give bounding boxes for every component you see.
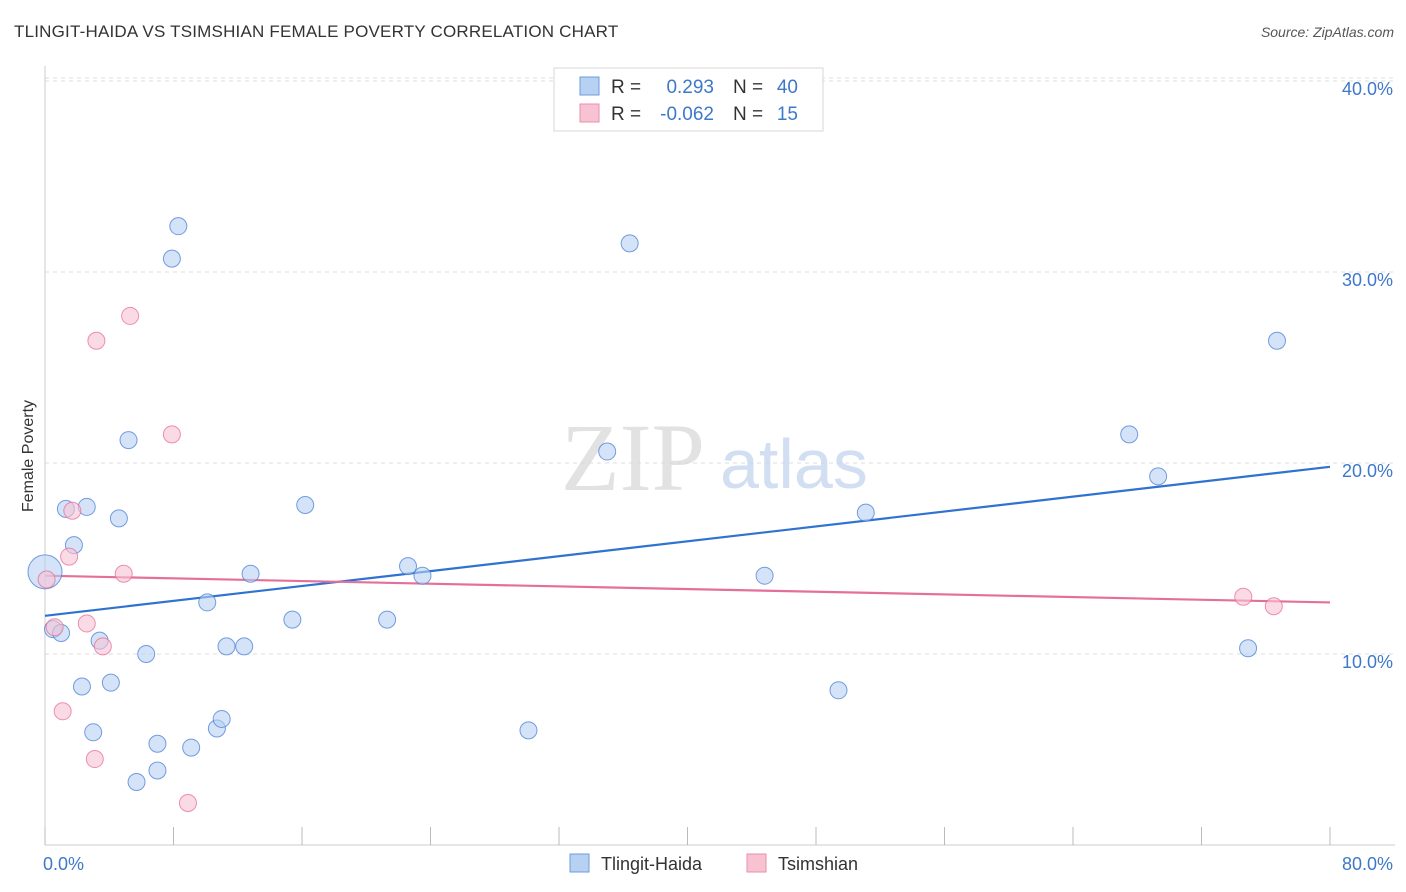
- correlation-legend: R = 0.293 N = 40 R = -0.062 N = 15: [553, 67, 824, 132]
- trend-line-tlingit-haida: [44, 465, 1331, 617]
- point-tlingit-haida-7: [84, 723, 103, 742]
- point-tlingit-haida-9: [101, 673, 120, 692]
- point-tlingit-haida-31: [598, 442, 617, 461]
- point-tsimshian-10: [121, 306, 140, 325]
- point-tsimshian-9: [114, 564, 133, 583]
- point-tsimshian-13: [1234, 587, 1253, 606]
- point-tlingit-haida-23: [235, 637, 254, 656]
- legend-n-value-1: 40: [777, 77, 798, 98]
- point-tlingit-haida-33: [755, 566, 774, 585]
- point-tsimshian-8: [93, 637, 112, 656]
- point-tlingit-haida-29: [413, 566, 432, 585]
- point-tlingit-haida-15: [148, 761, 167, 780]
- point-tlingit-haida-13: [137, 645, 156, 663]
- point-tlingit-haida-30: [519, 721, 538, 740]
- x-tick-label-min: 0.0%: [43, 854, 84, 874]
- legend-r-label-1: R =: [611, 77, 641, 98]
- point-tlingit-haida-19: [198, 593, 217, 612]
- point-tlingit-haida-38: [1239, 639, 1258, 658]
- trend-line-tsimshian: [44, 574, 1331, 604]
- point-tlingit-haida-17: [169, 217, 188, 236]
- trend-lines: [44, 465, 1331, 617]
- point-tlingit-haida-35: [856, 503, 875, 522]
- point-tlingit-haida-27: [378, 610, 397, 629]
- point-tlingit-haida-14: [148, 734, 167, 753]
- legend-n-value-2: 15: [777, 104, 798, 125]
- point-tlingit-haida-16: [162, 249, 181, 268]
- point-tlingit-haida-22: [217, 637, 236, 656]
- point-tsimshian-0: [37, 570, 56, 589]
- point-tlingit-haida-12: [127, 772, 146, 791]
- point-tsimshian-6: [85, 750, 104, 769]
- point-tsimshian-12: [178, 793, 197, 812]
- bottom-legend-label-tlingit-haida: Tlingit-Haida: [601, 854, 703, 874]
- bottom-legend-label-tsimshian: Tsimshian: [778, 854, 858, 874]
- point-tlingit-haida-18: [182, 738, 201, 757]
- series-legend: Tlingit-Haida Tsimshian: [569, 853, 858, 874]
- source-label: Source: ZipAtlas.com: [1260, 24, 1394, 40]
- legend-n-label-2: N =: [733, 104, 763, 125]
- legend-swatch-tsimshian: [579, 103, 600, 123]
- y-tick-label-10: 10.0%: [1342, 652, 1393, 672]
- point-tsimshian-11: [162, 425, 181, 444]
- point-tlingit-haida-11: [119, 431, 138, 450]
- point-tlingit-haida-26: [296, 496, 315, 515]
- point-tsimshian-4: [63, 501, 82, 520]
- legend-swatch-tlingit-haida: [579, 76, 600, 96]
- y-axis-title: Female Poverty: [20, 400, 37, 512]
- legend-n-label-1: N =: [733, 77, 763, 98]
- y-tick-label-20: 20.0%: [1342, 461, 1393, 481]
- point-tlingit-haida-21: [212, 709, 231, 728]
- point-tsimshian-14: [1264, 597, 1283, 616]
- watermark-atlas: atlas: [720, 425, 868, 503]
- point-tsimshian-5: [77, 614, 96, 633]
- axes: 10.0% 20.0% 30.0% 40.0% 0.0% 80.0%: [43, 66, 1395, 874]
- point-tsimshian-1: [45, 618, 64, 637]
- point-tlingit-haida-28: [399, 557, 418, 576]
- point-tlingit-haida-37: [1149, 467, 1168, 486]
- point-tlingit-haida-25: [283, 610, 302, 629]
- point-tsimshian-3: [60, 547, 79, 566]
- data-points: [27, 217, 1286, 812]
- point-tsimshian-7: [87, 331, 106, 350]
- point-tlingit-haida-10: [109, 509, 128, 528]
- x-tick-label-max: 80.0%: [1342, 854, 1393, 874]
- point-tsimshian-2: [53, 702, 72, 721]
- point-tlingit-haida-32: [620, 234, 639, 253]
- legend-r-value-2: -0.062: [660, 104, 714, 125]
- bottom-legend-swatch-tsimshian: [746, 853, 767, 873]
- bottom-legend-swatch-tlingit-haida: [569, 853, 590, 873]
- point-tlingit-haida-5: [72, 677, 91, 696]
- point-tlingit-haida-34: [829, 681, 848, 700]
- watermark-zip: ZIP: [561, 404, 705, 511]
- point-tlingit-haida-24: [241, 564, 260, 583]
- y-tick-label-30: 30.0%: [1342, 270, 1393, 290]
- chart-title: TLINGIT-HAIDA VS TSIMSHIAN FEMALE POVERT…: [14, 22, 619, 41]
- legend-r-label-2: R =: [611, 104, 641, 125]
- point-tlingit-haida-36: [1120, 425, 1139, 444]
- y-tick-label-40: 40.0%: [1342, 79, 1393, 99]
- legend-r-value-1: 0.293: [666, 77, 714, 98]
- point-tlingit-haida-39: [1267, 331, 1286, 350]
